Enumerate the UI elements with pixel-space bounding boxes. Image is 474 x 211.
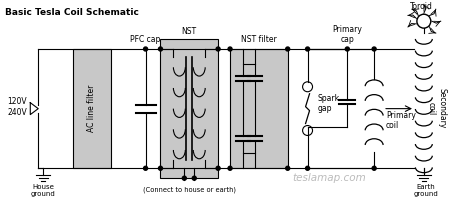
Polygon shape bbox=[30, 103, 38, 115]
Text: 240V: 240V bbox=[8, 108, 27, 117]
Text: Primary
coil: Primary coil bbox=[386, 111, 416, 130]
Circle shape bbox=[372, 166, 376, 170]
Text: Earth
ground: Earth ground bbox=[413, 184, 438, 197]
Text: teslamap.com: teslamap.com bbox=[292, 173, 366, 183]
Text: PFC cap: PFC cap bbox=[130, 35, 161, 44]
Text: 120V: 120V bbox=[8, 97, 27, 106]
Circle shape bbox=[144, 47, 147, 51]
Circle shape bbox=[192, 176, 196, 180]
Circle shape bbox=[182, 176, 186, 180]
Text: (Connect to house or earth): (Connect to house or earth) bbox=[143, 186, 236, 193]
Circle shape bbox=[286, 166, 290, 170]
Circle shape bbox=[346, 47, 349, 51]
Text: Primary
cap: Primary cap bbox=[332, 25, 362, 44]
Text: NST filter: NST filter bbox=[241, 35, 277, 44]
Text: Toroid: Toroid bbox=[410, 2, 433, 11]
Bar bbox=[161, 39, 218, 178]
Text: Secondary
coil: Secondary coil bbox=[427, 88, 447, 129]
Text: Basic Tesla Coil Schematic: Basic Tesla Coil Schematic bbox=[5, 8, 139, 17]
Text: Spark
gap: Spark gap bbox=[318, 94, 340, 113]
Circle shape bbox=[228, 47, 232, 51]
Circle shape bbox=[372, 47, 376, 51]
Circle shape bbox=[158, 166, 163, 170]
Circle shape bbox=[158, 47, 163, 51]
Text: NST: NST bbox=[182, 27, 197, 36]
Bar bbox=[73, 49, 111, 168]
Circle shape bbox=[306, 47, 310, 51]
Circle shape bbox=[216, 47, 220, 51]
Circle shape bbox=[144, 166, 147, 170]
Circle shape bbox=[306, 166, 310, 170]
Circle shape bbox=[228, 166, 232, 170]
Text: AC line filter: AC line filter bbox=[87, 85, 96, 132]
Circle shape bbox=[216, 166, 220, 170]
Text: House
ground: House ground bbox=[31, 184, 55, 197]
Circle shape bbox=[286, 47, 290, 51]
Bar bbox=[230, 49, 288, 168]
